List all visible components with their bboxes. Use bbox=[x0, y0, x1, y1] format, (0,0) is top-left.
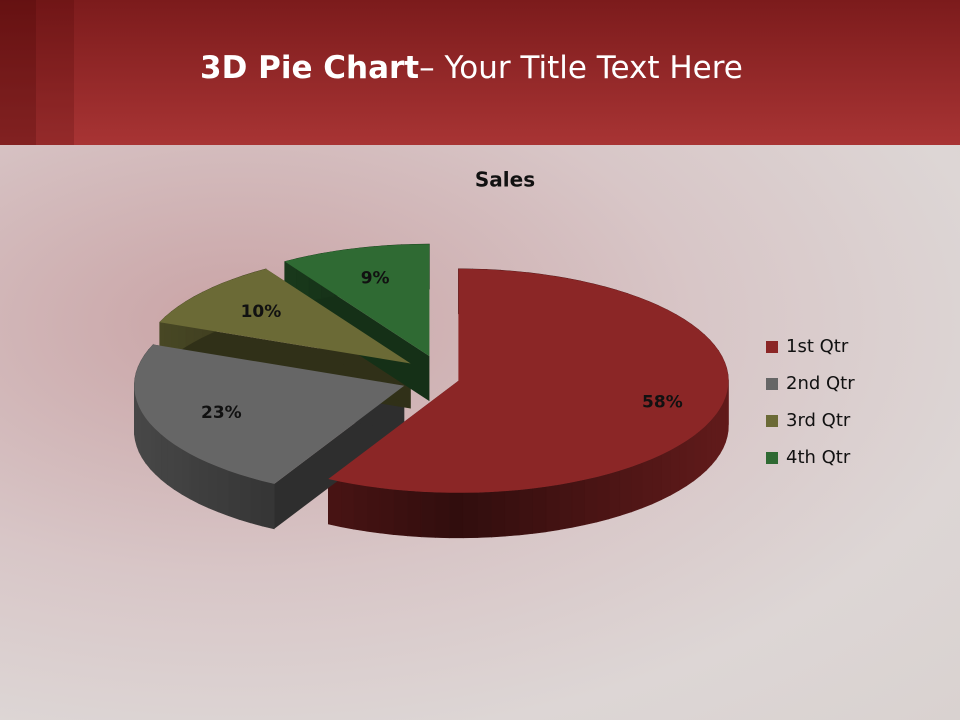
slice-wall bbox=[518, 488, 533, 536]
slice-wall bbox=[693, 429, 701, 482]
slice-wall bbox=[434, 492, 450, 539]
slice-wall bbox=[155, 428, 162, 480]
data-label: 23% bbox=[201, 403, 242, 423]
slice-wall bbox=[490, 490, 506, 538]
header-band bbox=[0, 0, 960, 145]
slice-wall bbox=[719, 401, 724, 455]
slice-wall bbox=[138, 406, 143, 458]
slice-wall bbox=[661, 449, 671, 501]
slice-wall bbox=[608, 470, 621, 520]
slice-wall bbox=[149, 422, 156, 475]
slice-wall bbox=[596, 473, 610, 523]
slice-wall bbox=[686, 435, 695, 487]
pie-slice bbox=[159, 268, 411, 364]
slice-wall bbox=[181, 448, 191, 500]
slice-wall bbox=[722, 397, 726, 449]
slice-wall bbox=[619, 466, 632, 516]
chart-title: Sales bbox=[475, 168, 535, 192]
slice-wall bbox=[670, 444, 680, 496]
slice-wall bbox=[545, 484, 560, 533]
legend-swatch bbox=[766, 341, 778, 353]
slice-wall bbox=[160, 433, 168, 486]
legend-label: 3rd Qtr bbox=[786, 410, 851, 431]
slice-wall bbox=[462, 492, 478, 539]
slice-wall bbox=[217, 466, 229, 517]
pie-slice bbox=[284, 244, 430, 357]
slice-wall bbox=[145, 417, 151, 470]
slice-wall bbox=[705, 419, 712, 471]
slice-wall bbox=[532, 486, 547, 534]
data-label: 58% bbox=[642, 393, 683, 413]
slice-wall bbox=[167, 438, 175, 491]
slice-wall bbox=[715, 407, 721, 461]
slice-wall bbox=[504, 489, 520, 537]
slice-wall bbox=[366, 485, 381, 534]
pie-slice bbox=[328, 268, 729, 493]
slice-wall bbox=[630, 462, 643, 513]
slice-wall bbox=[711, 413, 717, 466]
slice-wall bbox=[208, 462, 219, 513]
slice-wall bbox=[353, 483, 368, 532]
slice-wall bbox=[700, 424, 707, 477]
legend-label: 2nd Qtr bbox=[786, 373, 855, 394]
data-label: 9% bbox=[361, 269, 390, 289]
slice-wall bbox=[198, 458, 209, 509]
slice-wall bbox=[571, 479, 585, 528]
legend-label: 1st Qtr bbox=[786, 336, 849, 357]
slice-wall bbox=[228, 470, 240, 520]
legend-swatch bbox=[766, 378, 778, 390]
legend-label: 4th Qtr bbox=[786, 447, 851, 468]
slice-wall bbox=[141, 411, 147, 465]
title-bold: 3D Pie Chart bbox=[200, 50, 420, 86]
slice-wall bbox=[261, 480, 275, 530]
header-strip bbox=[36, 0, 74, 145]
slice-tops bbox=[134, 244, 729, 493]
header-strip bbox=[0, 0, 36, 145]
slice-wall bbox=[448, 492, 464, 539]
slice-wall bbox=[420, 491, 436, 538]
title-rest: – Your Title Text Here bbox=[419, 50, 743, 86]
slice-wall bbox=[189, 453, 200, 504]
slice-wall bbox=[250, 477, 263, 527]
pie-slice bbox=[134, 344, 405, 484]
slice-wall bbox=[174, 443, 183, 495]
slice-wall bbox=[476, 491, 492, 538]
slide-title: 3D Pie Chart– Your Title Text Here bbox=[200, 50, 743, 86]
slice-wall bbox=[641, 458, 653, 509]
slice-wall bbox=[678, 440, 687, 492]
slice-wall bbox=[379, 487, 394, 535]
slice-wall bbox=[406, 490, 422, 538]
legend-swatch bbox=[766, 452, 778, 464]
slice-wall bbox=[238, 473, 251, 524]
slice-wall bbox=[558, 482, 573, 531]
data-label: 10% bbox=[241, 302, 282, 322]
slice-wall bbox=[584, 476, 598, 526]
slice-wall bbox=[651, 454, 662, 505]
legend-swatch bbox=[766, 415, 778, 427]
slice-wall bbox=[340, 481, 354, 530]
slice-wall bbox=[393, 489, 408, 537]
